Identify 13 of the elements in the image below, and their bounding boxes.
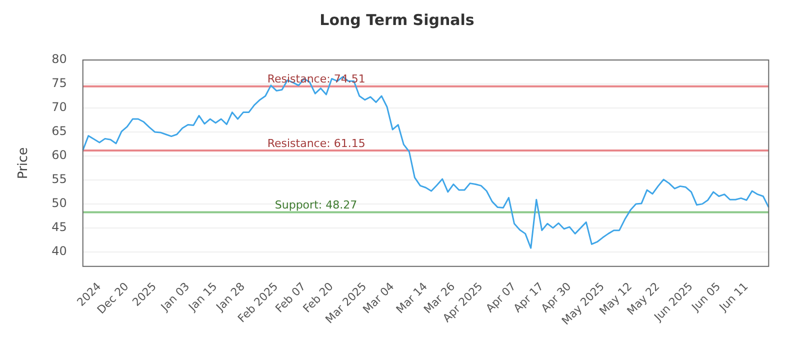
y-tick-label: 60 bbox=[52, 148, 67, 162]
y-tick-label: 45 bbox=[52, 220, 67, 234]
y-tick-label: 65 bbox=[52, 124, 67, 138]
y-tick-label: 75 bbox=[52, 76, 67, 90]
y-tick-label: 80 bbox=[52, 52, 67, 66]
y-tick-label: 40 bbox=[52, 244, 67, 258]
y-axis-title: Price bbox=[16, 147, 32, 180]
chart-title: Long Term Signals bbox=[320, 10, 474, 29]
y-tick-label: 55 bbox=[52, 172, 67, 186]
ref-line-label: Resistance: 61.15 bbox=[267, 136, 366, 150]
y-tick-label: 70 bbox=[52, 100, 67, 114]
y-tick-label: 50 bbox=[52, 196, 67, 210]
ref-line-label: Support: 48.27 bbox=[274, 198, 358, 212]
